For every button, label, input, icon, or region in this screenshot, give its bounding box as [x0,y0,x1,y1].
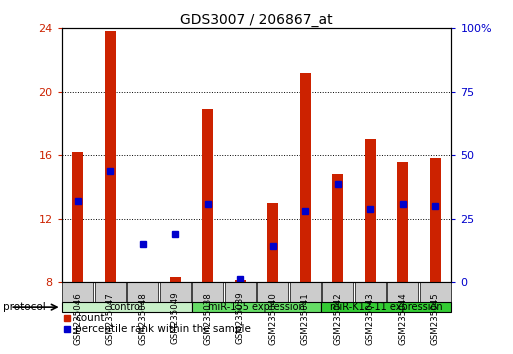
Text: GSM235040: GSM235040 [268,292,277,344]
Bar [429,158,441,282]
Text: GSM235046: GSM235046 [73,292,82,344]
Text: GSM235038: GSM235038 [203,292,212,344]
Bar [72,152,84,282]
Bar [170,277,181,282]
Bar [397,161,408,282]
FancyBboxPatch shape [420,282,451,302]
Text: GSM235039: GSM235039 [236,292,245,344]
Bar [267,203,279,282]
Text: control: control [110,302,144,312]
FancyBboxPatch shape [95,282,126,302]
Bar [322,302,451,313]
FancyBboxPatch shape [62,282,93,302]
Bar [62,302,191,313]
Text: protocol: protocol [3,302,45,312]
FancyBboxPatch shape [160,282,191,302]
FancyBboxPatch shape [290,282,321,302]
Bar [365,139,376,282]
Title: GDS3007 / 206867_at: GDS3007 / 206867_at [180,13,333,27]
Bar [137,282,148,284]
Text: GSM235044: GSM235044 [398,292,407,344]
Text: GSM235041: GSM235041 [301,292,310,344]
Text: GSM235043: GSM235043 [366,292,374,344]
FancyBboxPatch shape [322,282,353,302]
Text: miR-K12-11 expression: miR-K12-11 expression [330,302,443,312]
Bar [300,73,311,282]
Text: GSM235049: GSM235049 [171,292,180,344]
FancyBboxPatch shape [225,282,256,302]
Bar [234,280,246,282]
FancyBboxPatch shape [192,282,223,302]
FancyBboxPatch shape [387,282,418,302]
Text: GSM235047: GSM235047 [106,292,115,344]
Text: GSM235045: GSM235045 [431,292,440,344]
FancyBboxPatch shape [354,282,386,302]
FancyBboxPatch shape [257,282,288,302]
Text: GSM235042: GSM235042 [333,292,342,344]
Bar [191,302,322,313]
Bar [332,174,343,282]
FancyBboxPatch shape [127,282,159,302]
Bar [105,32,116,282]
Bar [202,109,213,282]
Text: percentile rank within the sample: percentile rank within the sample [75,324,251,334]
Text: GSM235048: GSM235048 [139,292,147,344]
Text: count: count [75,313,105,322]
Text: miR-155 expression: miR-155 expression [208,302,305,312]
